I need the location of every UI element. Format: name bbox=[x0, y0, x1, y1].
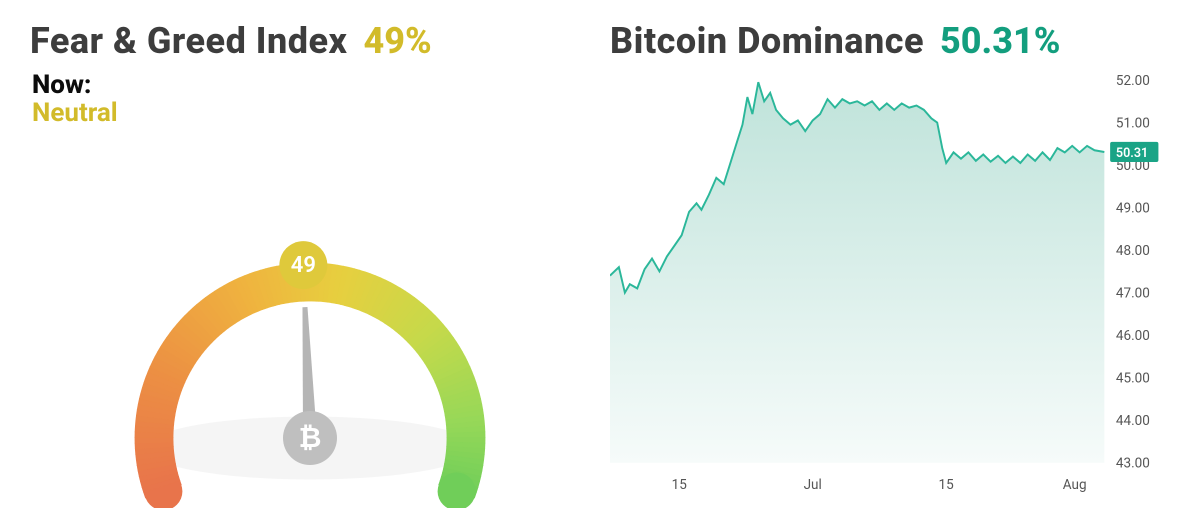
fear-greed-now-label: Now: bbox=[32, 70, 590, 100]
x-tick-label: Aug bbox=[1063, 477, 1087, 493]
y-tick-label: 51.00 bbox=[1116, 115, 1150, 131]
bitcoin-dominance-header: Bitcoin Dominance 50.31% bbox=[610, 20, 1170, 62]
gauge-value-badge: 49 bbox=[291, 253, 316, 278]
y-tick-label: 44.00 bbox=[1116, 413, 1150, 429]
bitcoin-dominance-panel: Bitcoin Dominance 50.31% 43.00 44.00 45.00… bbox=[610, 20, 1170, 505]
y-tick-label: 49.00 bbox=[1116, 200, 1150, 216]
last-value-badge: 50.31 bbox=[1116, 146, 1148, 161]
y-tick-label: 52.00 bbox=[1116, 73, 1150, 89]
bitcoin-dominance-chart: 43.0044.0045.0046.0047.0048.0049.0050.00… bbox=[610, 72, 1170, 505]
fear-greed-sentiment: Neutral bbox=[32, 98, 590, 128]
x-tick-label: 15 bbox=[939, 477, 954, 493]
y-tick-label: 46.00 bbox=[1116, 328, 1150, 344]
fear-greed-value: 49% bbox=[363, 20, 431, 62]
y-tick-label: 45.00 bbox=[1116, 370, 1150, 386]
fear-greed-status: Now: Neutral bbox=[32, 70, 590, 128]
fear-greed-header: Fear & Greed Index 49% bbox=[30, 20, 590, 62]
fear-greed-gauge: ₿ 49 bbox=[30, 128, 590, 508]
dominance-svg: 43.0044.0045.0046.0047.0048.0049.0050.00… bbox=[610, 72, 1170, 505]
gauge-svg: ₿ 49 bbox=[50, 128, 570, 508]
y-tick-label: 48.00 bbox=[1116, 243, 1150, 259]
x-tick-label: Jul bbox=[804, 477, 822, 493]
x-tick-label: 15 bbox=[672, 477, 687, 493]
bitcoin-dominance-value: 50.31% bbox=[940, 20, 1060, 62]
fear-greed-title: Fear & Greed Index bbox=[30, 20, 347, 62]
y-tick-label: 43.00 bbox=[1116, 455, 1150, 471]
bitcoin-dominance-title: Bitcoin Dominance bbox=[610, 20, 924, 62]
y-tick-label: 47.00 bbox=[1116, 285, 1150, 301]
fear-greed-panel: Fear & Greed Index 49% Now: Neutral ₿ 49 bbox=[30, 20, 590, 505]
bitcoin-icon: ₿ bbox=[299, 421, 322, 454]
